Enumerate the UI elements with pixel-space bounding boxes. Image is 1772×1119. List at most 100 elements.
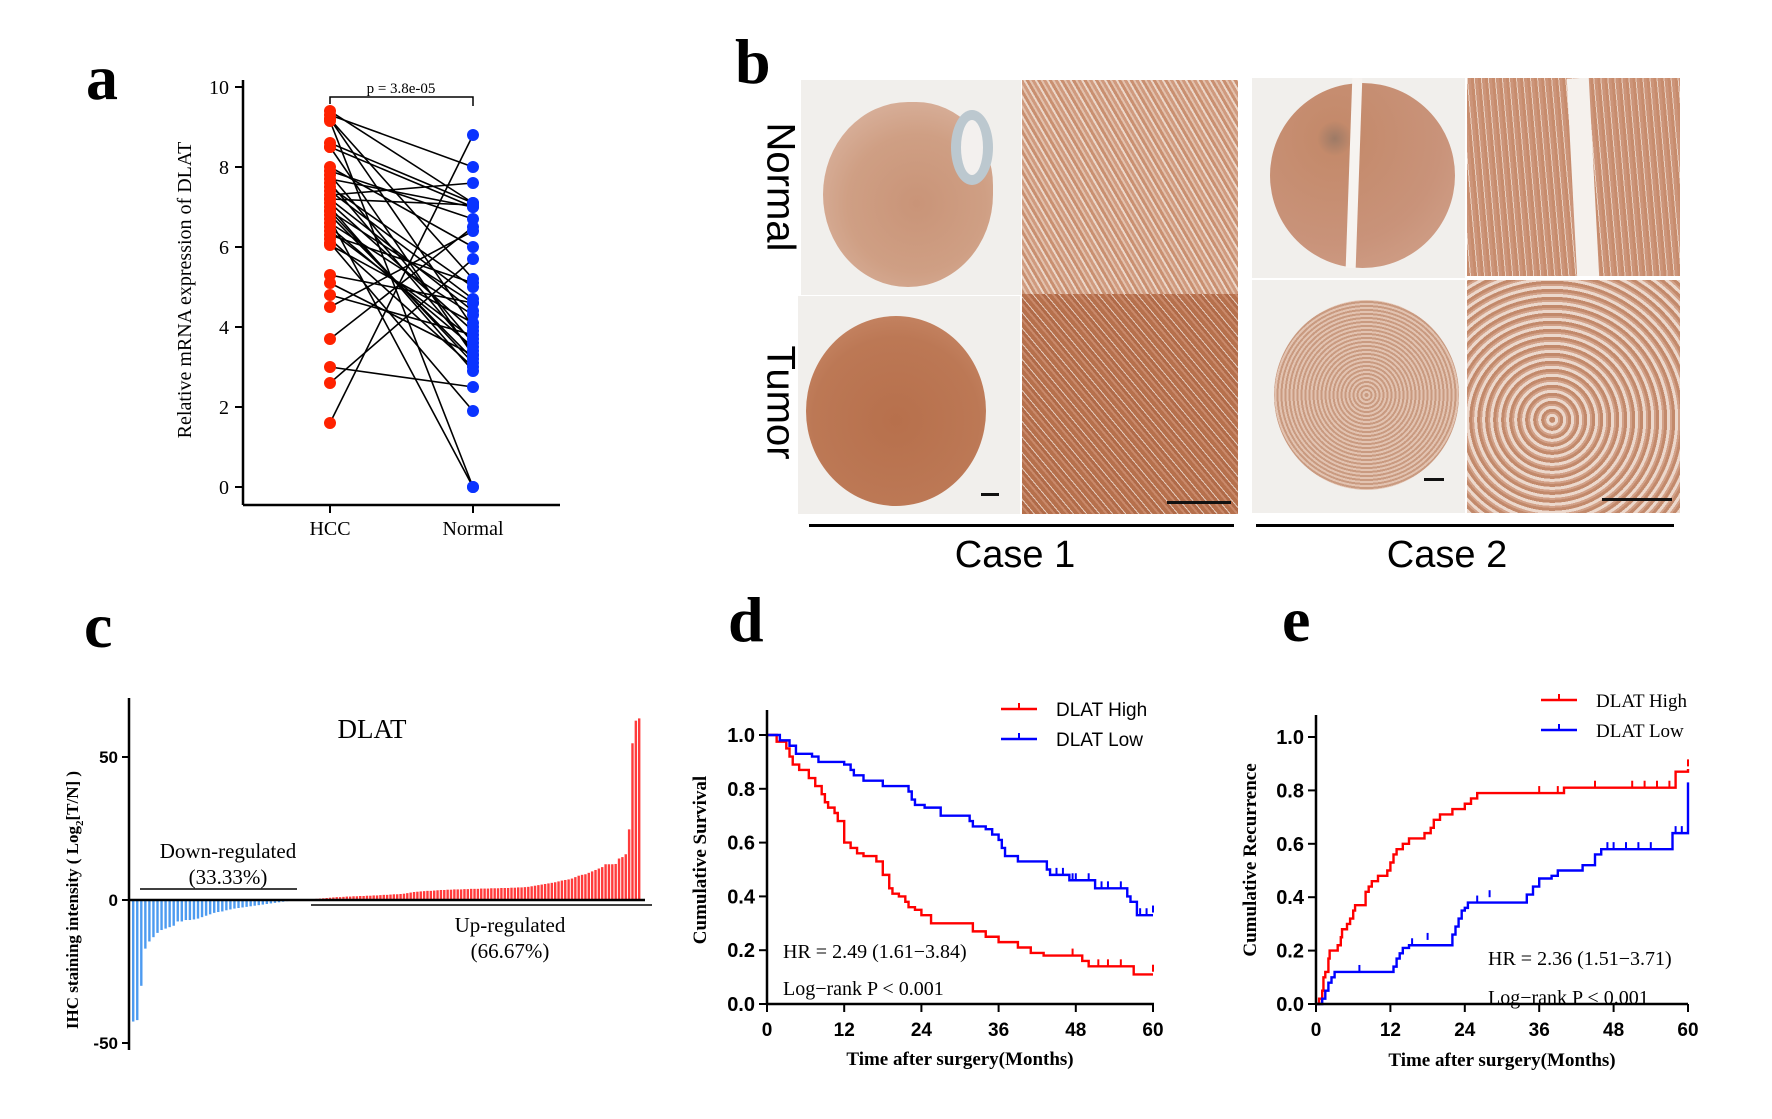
e-x-axis-label: Time after surgery(Months) [1388, 1050, 1615, 1071]
c-bar-down [237, 900, 240, 909]
c-bar-up [429, 890, 433, 900]
a-y-tick-label: 6 [219, 237, 229, 259]
c-bar-down [172, 900, 175, 926]
c-bar-down [245, 900, 248, 907]
c-bar-down [180, 900, 183, 922]
a-dot-hcc [324, 193, 336, 205]
a-pair-line [329, 110, 474, 204]
a-dot-normal [467, 277, 479, 289]
case2-underline [1256, 524, 1674, 527]
a-dot-normal [467, 161, 479, 173]
c-bar-up [362, 895, 365, 900]
c-bar-down [249, 900, 252, 907]
km-curve-high [1316, 769, 1690, 1006]
c-bar-up [570, 878, 574, 900]
c-bar-up [537, 885, 540, 900]
c-bar-down [229, 900, 232, 910]
a-p-value: p = 3.8e-05 [367, 81, 436, 97]
c-bar-up [510, 887, 513, 900]
y-tick-label: 0.2 [727, 940, 755, 962]
c-bar-down [168, 900, 171, 928]
c-bar-up [520, 887, 523, 900]
c-bar-up [547, 883, 550, 900]
c-y-tick-label: -50 [93, 1034, 118, 1053]
a-dot-normal [467, 357, 479, 369]
tissue-core [1274, 300, 1459, 490]
km-curve-low [1316, 782, 1690, 1006]
c-bar-up [590, 871, 594, 900]
a-dot-normal [467, 333, 479, 345]
c-bar-up [500, 887, 503, 900]
c-bar-up [456, 889, 459, 900]
y-tick-label: 0.8 [1276, 780, 1304, 802]
c-bar-up [422, 891, 426, 900]
c-bar-down [217, 900, 220, 913]
a-significance-bracket [329, 96, 474, 106]
d-x-axis-label: Time after surgery(Months) [846, 1049, 1073, 1070]
c-bar-up [584, 874, 587, 900]
x-tick-label: 0 [762, 1020, 773, 1041]
y-tick-label: 0.0 [1276, 994, 1304, 1016]
y-tick-label: 0.2 [1276, 941, 1304, 963]
d-hr-annotation: HR = 2.49 (1.61−3.84) [783, 941, 967, 963]
c-bar-down [136, 900, 139, 1021]
km-curve-high [767, 733, 1153, 976]
case2-tumor-core-image [1252, 280, 1465, 513]
d-logrank-annotation: Log−rank P < 0.001 [783, 978, 944, 1000]
e-logrank-annotation: Log−rank P < 0.001 [1488, 987, 1649, 1009]
x-tick-label: 24 [911, 1020, 933, 1041]
y-tick-label: 0.4 [727, 886, 756, 908]
c-bar-down [261, 900, 264, 905]
case1-label: Case 1 [954, 534, 1076, 576]
c-bar-down [164, 900, 167, 929]
a-dot-hcc [324, 205, 336, 217]
a-dot-hcc [324, 361, 336, 373]
c-bar-up [594, 869, 597, 900]
c-bar-down [196, 900, 200, 919]
a-pair-line [329, 294, 474, 336]
case1-tumor-core-image [798, 296, 1020, 514]
case1-normal-core-image [801, 80, 1021, 295]
a-pair-line [329, 198, 474, 206]
x-tick-label: 48 [1065, 1020, 1086, 1041]
a-pair-line [329, 182, 474, 196]
a-dot-hcc [324, 333, 336, 345]
a-pair-line [329, 210, 474, 364]
a-x-tick-label: Normal [442, 518, 504, 540]
a-dot-normal [467, 177, 479, 189]
panel-label-d: d [728, 584, 764, 655]
a-pair-line [329, 186, 474, 288]
legend-label-high: DLAT High [1596, 691, 1687, 712]
c-bar-up [577, 875, 580, 900]
panel-label-b: b [735, 26, 771, 97]
chart-a-paired-expression: 0 2 4 6 8 10 HCC Normal p = 3.8e-05 Relative m… [174, 77, 560, 540]
case1-normal-zoom-image [1022, 80, 1238, 294]
a-dot-hcc [324, 277, 336, 289]
c-bar-up [348, 896, 352, 900]
a-pair-line [329, 258, 474, 384]
a-y-axis-label: Relative mRNA expression of DLAT [174, 142, 196, 439]
a-pair-line [329, 210, 474, 304]
c-bar-up [402, 893, 406, 900]
a-pair-line [329, 134, 474, 424]
c-down-percent: (33.33%) [189, 865, 268, 889]
c-bar-up [463, 889, 466, 900]
c-bar-up [436, 890, 439, 900]
c-bar-up [517, 887, 520, 900]
c-bar-up [396, 894, 399, 900]
x-tick-label: 0 [1311, 1020, 1322, 1041]
c-bar-down [233, 900, 236, 909]
c-bar-down [188, 900, 192, 921]
a-dot-normal [467, 129, 479, 141]
c-bar-up [503, 887, 506, 900]
c-y-tick-label: 0 [109, 891, 118, 910]
c-bar-up [352, 896, 355, 900]
row-label-tumor: Tumor [758, 345, 803, 460]
c-bar-down [152, 900, 155, 938]
c-bar-down [208, 900, 212, 915]
c-bar-up [355, 896, 359, 900]
c-bar-up [604, 864, 607, 900]
c-bar-up [480, 888, 483, 900]
c-bar-up [382, 894, 385, 900]
a-y-tick-label: 10 [209, 77, 229, 99]
